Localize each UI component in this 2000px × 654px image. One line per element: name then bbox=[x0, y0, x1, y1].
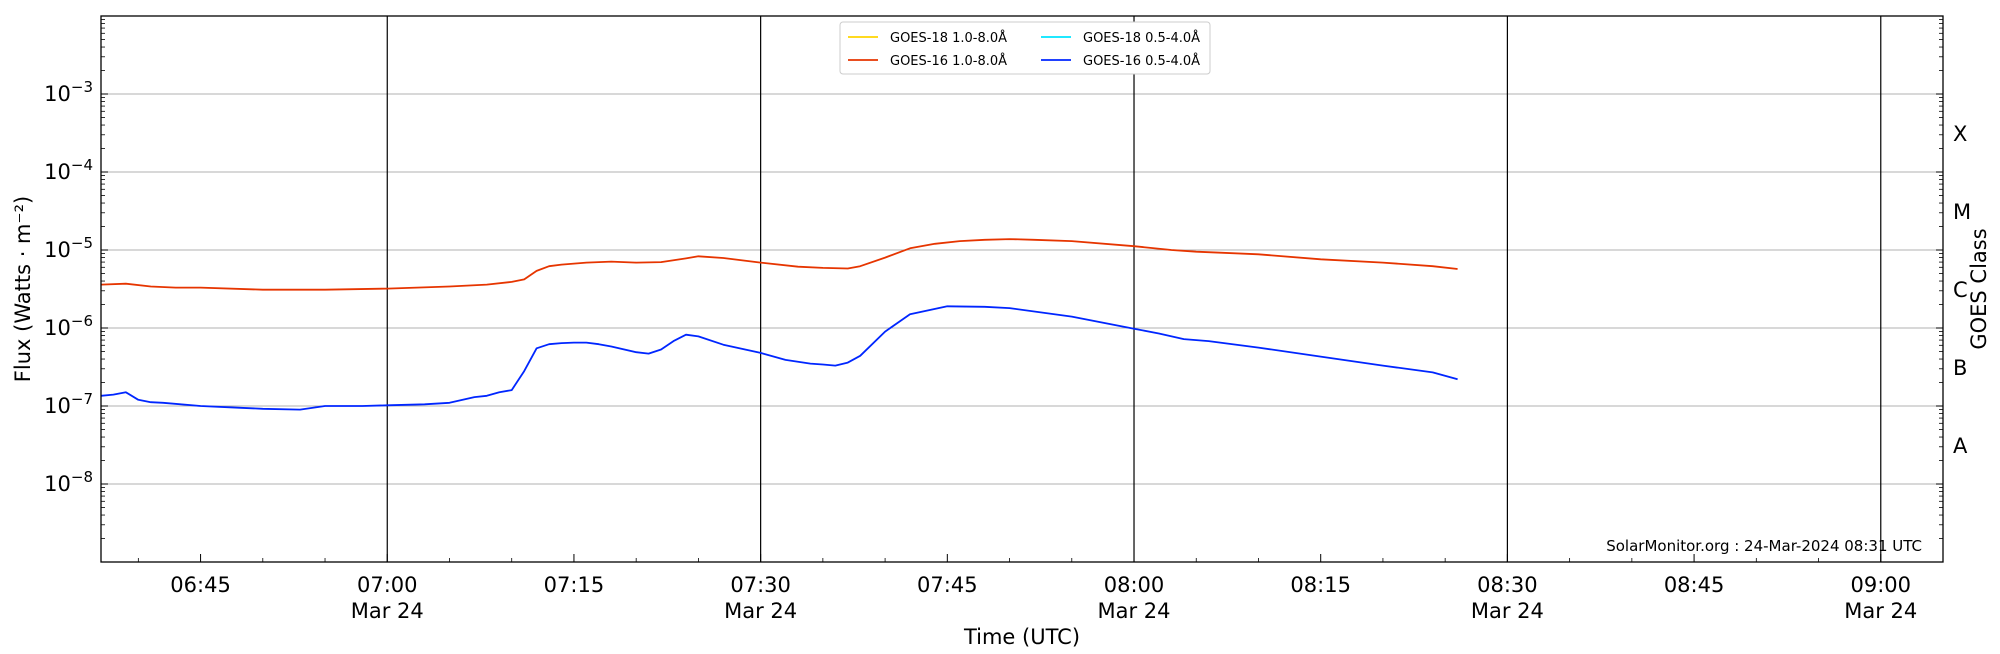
grid-layer bbox=[101, 93, 1943, 485]
x-tick-label: 07:45 bbox=[917, 573, 978, 597]
x-axis-title: Time (UTC) bbox=[963, 625, 1080, 649]
legend-label: GOES-18 0.5-4.0Å bbox=[1083, 30, 1200, 46]
goes-class-label: M bbox=[1953, 200, 1971, 224]
plot-frame bbox=[100, 15, 1944, 563]
legend-label: GOES-16 0.5-4.0Å bbox=[1083, 53, 1200, 69]
y-tick-label: 10−3 bbox=[44, 78, 93, 106]
x-tick-label: 08:30 bbox=[1477, 573, 1538, 597]
x-tick-date-label: Mar 24 bbox=[1844, 599, 1917, 623]
goes-class-axis-title: GOES Class bbox=[1967, 228, 1991, 349]
y-tick-label: 10−8 bbox=[44, 468, 93, 496]
y-tick-label: 10−4 bbox=[44, 156, 93, 184]
y-tick-label: 10−6 bbox=[44, 312, 93, 340]
x-tick-date-label: Mar 24 bbox=[1097, 599, 1170, 623]
x-tick-label: 07:30 bbox=[730, 573, 791, 597]
goes-class-label: X bbox=[1953, 122, 1967, 146]
x-tick-label: 06:45 bbox=[170, 573, 231, 597]
tick-layer bbox=[101, 15, 1944, 563]
x-tick-date-label: Mar 24 bbox=[351, 599, 424, 623]
series-line-1 bbox=[100, 238, 1458, 291]
series-layer bbox=[100, 238, 1458, 411]
legend-box bbox=[839, 21, 1211, 75]
x-tick-date-label: Mar 24 bbox=[724, 599, 797, 623]
x-tick-label: 08:45 bbox=[1664, 573, 1725, 597]
x-tick-label: 08:15 bbox=[1290, 573, 1351, 597]
legend-items: GOES-18 1.0-8.0Å GOES-16 1.0-8.0Å GOES-18 … bbox=[848, 30, 1200, 69]
goes-class-label: B bbox=[1953, 356, 1967, 380]
x-tick-label: 07:00 bbox=[357, 573, 418, 597]
legend-label: GOES-18 1.0-8.0Å bbox=[890, 30, 1007, 46]
y-tick-labels: 10−8 10−7 10−6 10−5 10−4 10−3 bbox=[44, 78, 93, 496]
watermark-text: SolarMonitor.org : 24-Mar-2024 08:31 UTC bbox=[1606, 537, 1922, 555]
x-tick-date-label: Mar 24 bbox=[1471, 599, 1544, 623]
legend: GOES-18 1.0-8.0Å GOES-16 1.0-8.0Å GOES-18 … bbox=[839, 21, 1211, 75]
x-tick-label: 07:15 bbox=[544, 573, 605, 597]
goes-class-labels: A B C M X bbox=[1953, 122, 1971, 458]
x-tick-label: 09:00 bbox=[1851, 573, 1912, 597]
goes-class-label: A bbox=[1953, 434, 1968, 458]
y-axis-title: Flux (Watts · m⁻²) bbox=[11, 196, 35, 382]
x-tick-label: 08:00 bbox=[1104, 573, 1165, 597]
y-tick-label: 10−5 bbox=[44, 234, 93, 262]
goes-class-label: C bbox=[1953, 278, 1968, 302]
series-line-3 bbox=[100, 305, 1458, 411]
y-tick-label: 10−7 bbox=[44, 390, 93, 418]
vertical-lines-layer bbox=[386, 16, 1882, 562]
legend-label: GOES-16 1.0-8.0Å bbox=[890, 53, 1007, 69]
